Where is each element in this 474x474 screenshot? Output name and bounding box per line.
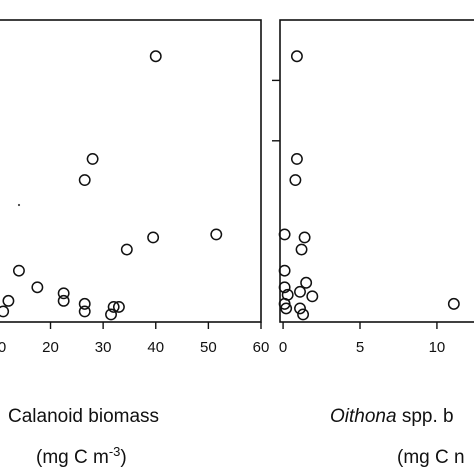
oithona-data-point: [295, 243, 308, 256]
calanoid-x-tick-label: 50: [200, 339, 217, 356]
oithona-panel: 0 5 10 Oithona spp. b (mg C n: [272, 19, 474, 468]
calanoid-x-tick-label: 30: [95, 339, 112, 356]
calanoid-data-point: [120, 243, 133, 256]
oithona-title-italic: Oithona: [330, 406, 397, 427]
calanoid-data-point: [86, 152, 99, 165]
oithona-title-rest: spp. b: [397, 406, 454, 427]
calanoid-x-tick-label: 10: [0, 339, 6, 356]
oithona-data-point: [297, 308, 310, 321]
calanoid-data-point: [107, 300, 120, 313]
calanoid-x-tick-label: 40: [147, 339, 164, 356]
oithona-points: [278, 50, 460, 321]
oithona-x-tick-label: 0: [279, 339, 287, 356]
calanoid-unit-close: ): [120, 447, 126, 468]
oithona-data-point: [289, 174, 302, 187]
calanoid-unit-exponent: -3: [109, 444, 121, 459]
calanoid-data-point: [2, 294, 15, 307]
calanoid-points: [0, 50, 223, 321]
oithona-x-axis-unit: (mg C n: [397, 447, 465, 468]
oithona-data-point: [278, 264, 291, 277]
oithona-data-point: [294, 285, 306, 298]
oithona-data-point: [447, 297, 460, 310]
calanoid-data-point: [112, 300, 125, 313]
calanoid-x-tick-label: 60: [253, 339, 270, 356]
calanoid-unit-base: (mg C m: [36, 447, 109, 468]
calanoid-panel: 10 20 30 40 50 60 Calanoid biomass (mg C m-3): [0, 19, 269, 469]
calanoid-x-axis-unit: (mg C m-3): [36, 444, 127, 469]
oithona-data-point: [298, 231, 311, 244]
calanoid-plot-frame: [0, 19, 262, 323]
oithona-x-tick-label: 10: [429, 339, 446, 356]
oithona-plot-frame: [279, 19, 474, 323]
oithona-x-axis-title: Oithona spp. b: [330, 406, 454, 427]
oithona-data-point: [300, 276, 313, 289]
speck-mark: [17, 203, 21, 207]
calanoid-x-ticks: 10 20 30 40 50 60: [0, 322, 269, 356]
calanoid-data-point: [78, 174, 91, 187]
oithona-data-point: [290, 50, 303, 63]
calanoid-x-tick-label: 20: [42, 339, 59, 356]
oithona-data-point: [278, 228, 291, 241]
oithona-x-tick-label: 5: [356, 339, 364, 356]
calanoid-data-point: [57, 294, 70, 307]
calanoid-data-point: [210, 228, 223, 241]
calanoid-x-axis-title: Calanoid biomass: [8, 406, 159, 427]
calanoid-data-point: [149, 50, 162, 63]
calanoid-data-point: [57, 287, 70, 300]
oithona-axis-ticks: 0 5 10: [272, 79, 446, 356]
calanoid-data-point: [12, 264, 25, 277]
oithona-data-point: [290, 152, 303, 165]
oithona-data-point: [306, 290, 319, 303]
calanoid-data-point: [0, 305, 10, 318]
calanoid-data-point: [105, 308, 117, 321]
calanoid-data-point: [78, 305, 91, 318]
oithona-data-point: [280, 302, 293, 315]
calanoid-data-point: [147, 231, 160, 244]
oithona-data-point: [278, 281, 291, 294]
calanoid-data-point: [78, 297, 91, 310]
calanoid-data-point: [31, 281, 44, 294]
oithona-data-point: [294, 302, 306, 315]
